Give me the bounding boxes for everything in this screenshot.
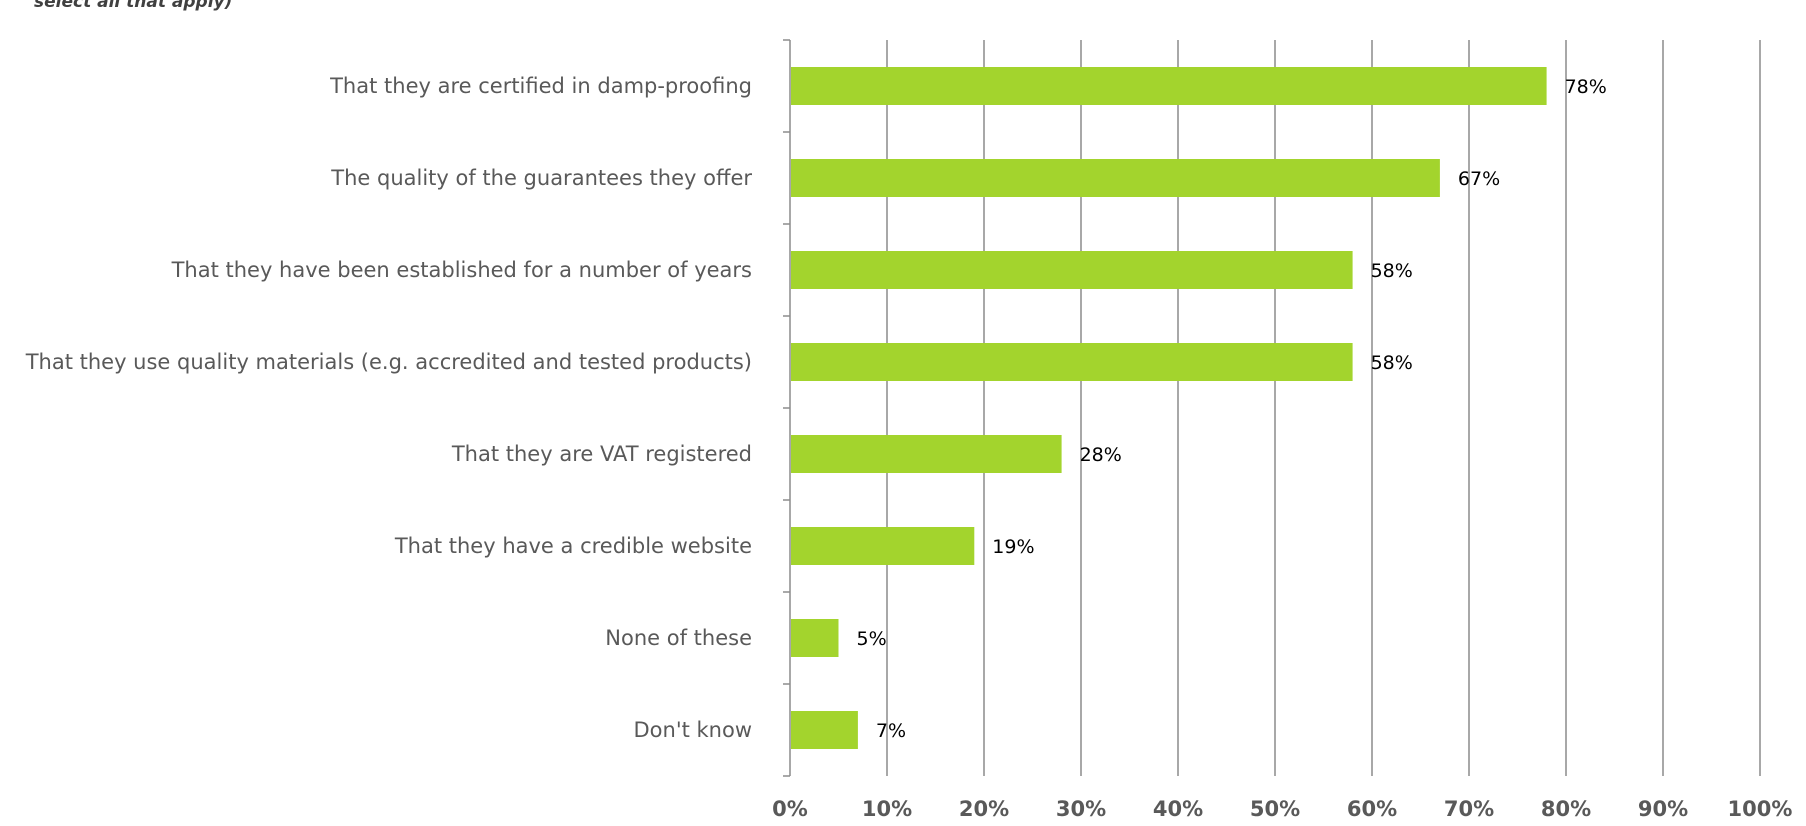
x-tick-label-6: 60% <box>1347 797 1397 821</box>
x-tick-label-5: 50% <box>1250 797 1300 821</box>
value-label-4: 28% <box>1080 444 1122 466</box>
x-tick-label-9: 90% <box>1638 797 1688 821</box>
value-label-1: 67% <box>1458 168 1500 190</box>
bar-3 <box>791 343 1353 381</box>
category-label-4: That they are VAT registered <box>451 442 752 466</box>
category-label-7: Don't know <box>633 718 752 742</box>
category-label-0: That they are certified in damp-proofing <box>329 74 752 98</box>
category-label-3: That they use quality materials (e.g. ac… <box>25 350 752 374</box>
bar-1 <box>791 159 1440 197</box>
category-label-1: The quality of the guarantees they offer <box>330 166 752 190</box>
x-tick-label-2: 20% <box>959 797 1009 821</box>
x-tick-label-1: 10% <box>862 797 912 821</box>
category-label-2: That they have been established for a nu… <box>171 258 752 282</box>
bar-6 <box>791 619 839 657</box>
value-label-2: 58% <box>1371 260 1413 282</box>
bar-0 <box>791 67 1547 105</box>
category-label-5: That they have a credible website <box>394 534 752 558</box>
x-tick-label-0: 0% <box>772 797 808 821</box>
value-label-7: 7% <box>876 720 906 742</box>
bar-4 <box>791 435 1062 473</box>
x-tick-label-3: 30% <box>1056 797 1106 821</box>
value-label-6: 5% <box>857 628 887 650</box>
value-label-3: 58% <box>1371 352 1413 374</box>
chart-subtitle: select all that apply) <box>34 0 233 12</box>
category-label-6: None of these <box>605 626 752 650</box>
x-tick-label-10: 100% <box>1728 797 1793 821</box>
bar-5 <box>791 527 975 565</box>
x-tick-label-4: 40% <box>1153 797 1203 821</box>
value-label-0: 78% <box>1565 76 1607 98</box>
bar-2 <box>791 251 1353 289</box>
bar-7 <box>791 711 858 749</box>
value-label-5: 19% <box>992 536 1034 558</box>
x-tick-label-8: 80% <box>1541 797 1591 821</box>
x-tick-label-7: 70% <box>1444 797 1494 821</box>
